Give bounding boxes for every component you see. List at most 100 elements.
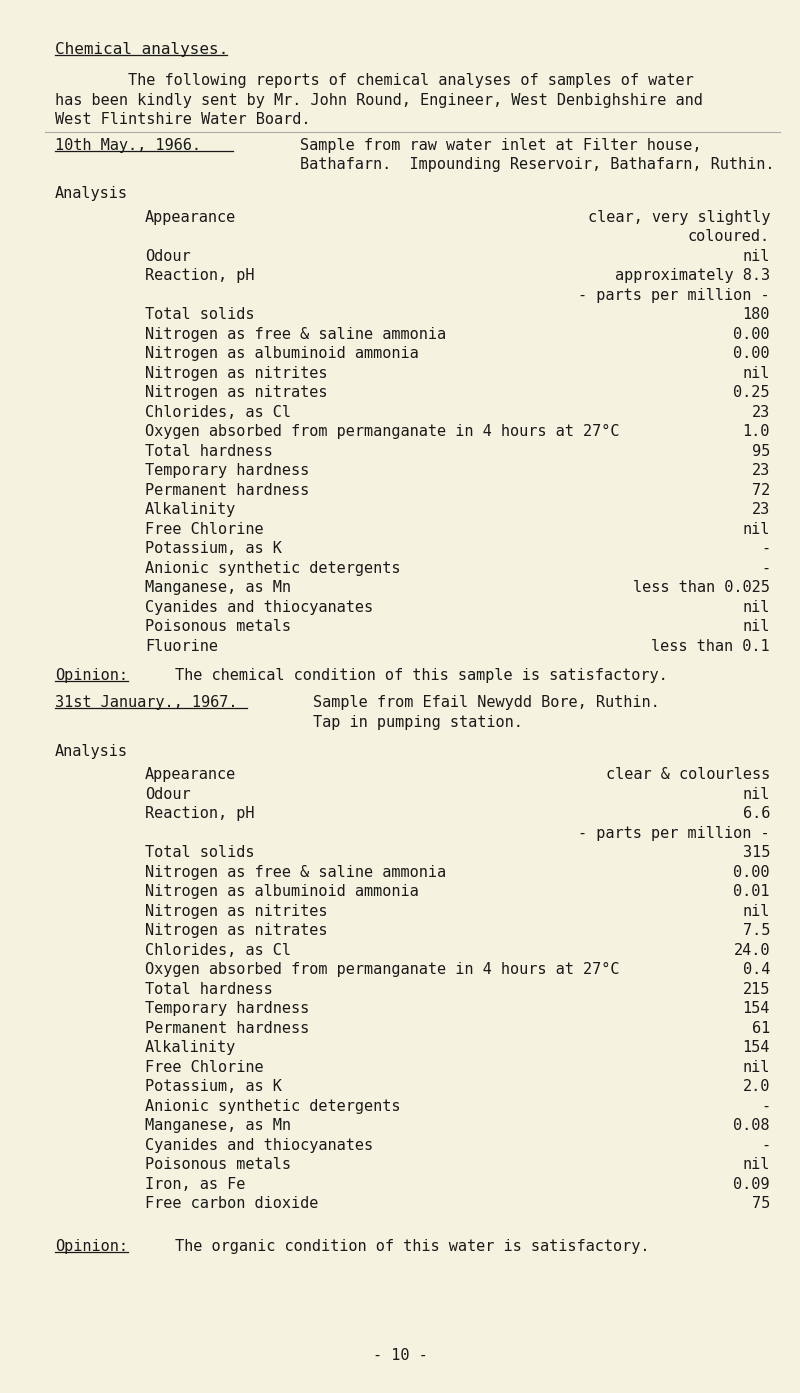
Text: Free Chlorine: Free Chlorine [145,1060,264,1075]
Text: Manganese, as Mn: Manganese, as Mn [145,581,291,595]
Text: Tap in pumping station.: Tap in pumping station. [313,715,523,730]
Text: Poisonous metals: Poisonous metals [145,620,291,634]
Text: Total solids: Total solids [145,308,254,322]
Text: 23: 23 [752,464,770,478]
Text: 0.09: 0.09 [734,1177,770,1192]
Text: Oxygen absorbed from permanganate in 4 hours at 27°C: Oxygen absorbed from permanganate in 4 h… [145,963,619,978]
Text: Odour: Odour [145,249,190,263]
Text: - parts per million -: - parts per million - [578,826,770,841]
Text: Nitrogen as nitrites: Nitrogen as nitrites [145,904,327,919]
Text: -: - [761,561,770,575]
Text: 180: 180 [742,308,770,322]
Text: Opinion:: Opinion: [55,1240,128,1254]
Text: Opinion:: Opinion: [55,669,128,683]
Text: Total solids: Total solids [145,846,254,861]
Text: Oxygen absorbed from permanganate in 4 hours at 27°C: Oxygen absorbed from permanganate in 4 h… [145,425,619,439]
Text: Odour: Odour [145,787,190,802]
Text: Chlorides, as Cl: Chlorides, as Cl [145,405,291,419]
Text: nil: nil [742,904,770,919]
Text: 0.00: 0.00 [734,347,770,361]
Text: 95: 95 [752,444,770,458]
Text: -: - [761,1099,770,1114]
Text: 23: 23 [752,503,770,517]
Text: Alkalinity: Alkalinity [145,1041,236,1056]
Text: 0.01: 0.01 [734,885,770,900]
Text: Reaction, pH: Reaction, pH [145,269,254,283]
Text: Nitrogen as albuminoid ammonia: Nitrogen as albuminoid ammonia [145,347,418,361]
Text: nil: nil [742,522,770,536]
Text: Fluorine: Fluorine [145,639,218,653]
Text: less than 0.025: less than 0.025 [633,581,770,595]
Text: 61: 61 [752,1021,770,1036]
Text: nil: nil [742,1158,770,1173]
Text: Manganese, as Mn: Manganese, as Mn [145,1119,291,1134]
Text: Appearance: Appearance [145,210,236,224]
Text: Sample from raw water inlet at Filter house,: Sample from raw water inlet at Filter ho… [300,138,702,153]
Text: Anionic synthetic detergents: Anionic synthetic detergents [145,561,401,575]
Text: -: - [761,542,770,556]
Text: West Flintshire Water Board.: West Flintshire Water Board. [55,113,310,127]
Text: Nitrogen as nitrites: Nitrogen as nitrites [145,366,327,380]
Text: 0.08: 0.08 [734,1119,770,1134]
Text: 315: 315 [742,846,770,861]
Text: 1.0: 1.0 [742,425,770,439]
Text: Reaction, pH: Reaction, pH [145,807,254,822]
Text: Bathafarn.  Impounding Reservoir, Bathafarn, Ruthin.: Bathafarn. Impounding Reservoir, Bathafa… [300,157,774,173]
Text: Free carbon dioxide: Free carbon dioxide [145,1197,318,1212]
Text: nil: nil [742,1060,770,1075]
Text: Potassium, as K: Potassium, as K [145,542,282,556]
Text: nil: nil [742,600,770,614]
Text: 24.0: 24.0 [734,943,770,958]
Text: Temporary hardness: Temporary hardness [145,464,310,478]
Text: The chemical condition of this sample is satisfactory.: The chemical condition of this sample is… [175,669,668,683]
Text: clear, very slightly: clear, very slightly [587,210,770,224]
Text: nil: nil [742,366,770,380]
Text: 154: 154 [742,1002,770,1017]
Text: Nitrogen as free & saline ammonia: Nitrogen as free & saline ammonia [145,865,446,880]
Text: -: - [761,1138,770,1153]
Text: 7.5: 7.5 [742,924,770,939]
Text: Total hardness: Total hardness [145,444,273,458]
Text: 215: 215 [742,982,770,997]
Text: 0.4: 0.4 [742,963,770,978]
Text: 72: 72 [752,483,770,497]
Text: has been kindly sent by Mr. John Round, Engineer, West Denbighshire and: has been kindly sent by Mr. John Round, … [55,93,703,107]
Text: 154: 154 [742,1041,770,1056]
Text: Chemical analyses.: Chemical analyses. [55,42,228,57]
Text: approximately 8.3: approximately 8.3 [615,269,770,283]
Text: coloured.: coloured. [688,230,770,244]
Text: Nitrogen as nitrates: Nitrogen as nitrates [145,924,327,939]
Text: Alkalinity: Alkalinity [145,503,236,517]
Text: nil: nil [742,787,770,802]
Text: 75: 75 [752,1197,770,1212]
Text: Poisonous metals: Poisonous metals [145,1158,291,1173]
Text: Permanent hardness: Permanent hardness [145,1021,310,1036]
Text: nil: nil [742,620,770,634]
Text: Iron, as Fe: Iron, as Fe [145,1177,246,1192]
Text: The following reports of chemical analyses of samples of water: The following reports of chemical analys… [55,74,694,88]
Text: 31st January., 1967.: 31st January., 1967. [55,695,238,710]
Text: 0.25: 0.25 [734,386,770,400]
Text: Temporary hardness: Temporary hardness [145,1002,310,1017]
Text: clear & colourless: clear & colourless [606,768,770,783]
Text: 2.0: 2.0 [742,1080,770,1095]
Text: Chlorides, as Cl: Chlorides, as Cl [145,943,291,958]
Text: 0.00: 0.00 [734,865,770,880]
Text: nil: nil [742,249,770,263]
Text: 0.00: 0.00 [734,327,770,341]
Text: The organic condition of this water is satisfactory.: The organic condition of this water is s… [175,1240,650,1254]
Text: Anionic synthetic detergents: Anionic synthetic detergents [145,1099,401,1114]
Text: 6.6: 6.6 [742,807,770,822]
Text: Nitrogen as free & saline ammonia: Nitrogen as free & saline ammonia [145,327,446,341]
Text: Permanent hardness: Permanent hardness [145,483,310,497]
Text: Sample from Efail Newydd Bore, Ruthin.: Sample from Efail Newydd Bore, Ruthin. [313,695,660,710]
Text: less than 0.1: less than 0.1 [651,639,770,653]
Text: Cyanides and thiocyanates: Cyanides and thiocyanates [145,1138,373,1153]
Text: Total hardness: Total hardness [145,982,273,997]
Text: 10th May., 1966.: 10th May., 1966. [55,138,201,153]
Text: Appearance: Appearance [145,768,236,783]
Text: Analysis: Analysis [55,187,128,202]
Text: Potassium, as K: Potassium, as K [145,1080,282,1095]
Text: - parts per million -: - parts per million - [578,288,770,302]
Text: Free Chlorine: Free Chlorine [145,522,264,536]
